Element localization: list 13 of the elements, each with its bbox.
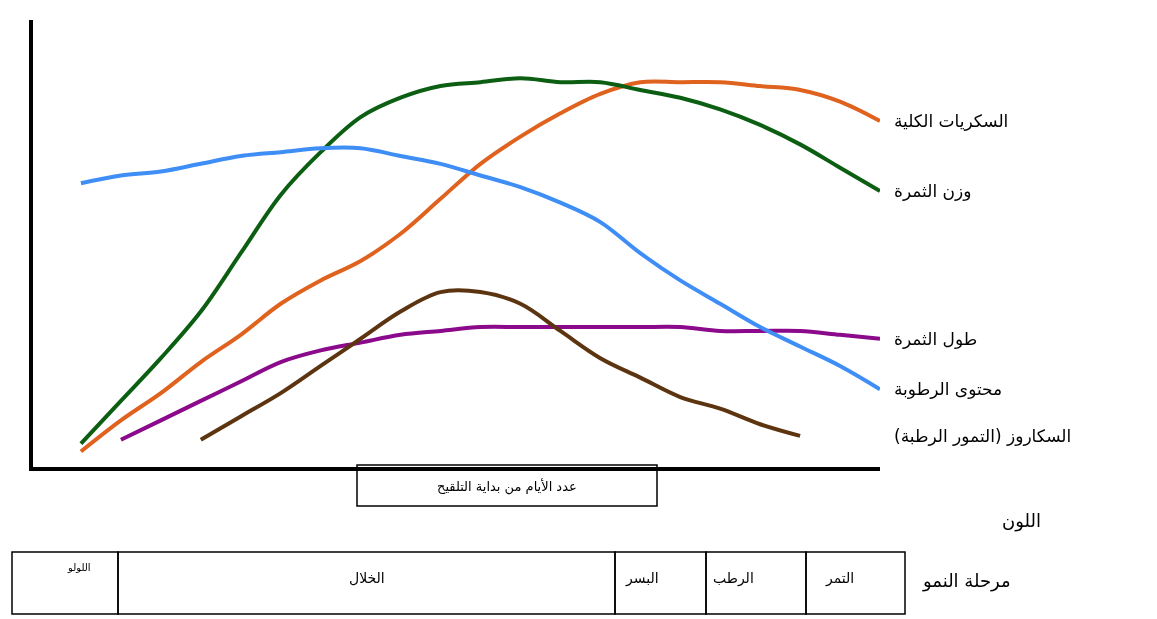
text: التمر	[825, 570, 855, 587]
text: البسر	[625, 570, 659, 587]
text: اللون	[1002, 510, 1041, 532]
series-label: طول الثمرة	[894, 329, 978, 349]
text: الرطب	[713, 570, 754, 587]
text: السكاروز (التمور الرطبة)	[894, 426, 1072, 446]
text: مرحلة النمو	[922, 570, 1011, 592]
series-label: وزن الثمرة	[894, 181, 972, 201]
text: الخلال	[349, 570, 385, 586]
x-axis-title: عدد الأيام من بداية التلقيح	[437, 478, 577, 495]
series-label: السكريات الكلية	[894, 111, 1009, 131]
text: اللولو	[67, 562, 91, 573]
series-label: محتوى الرطوبة	[894, 379, 1003, 399]
